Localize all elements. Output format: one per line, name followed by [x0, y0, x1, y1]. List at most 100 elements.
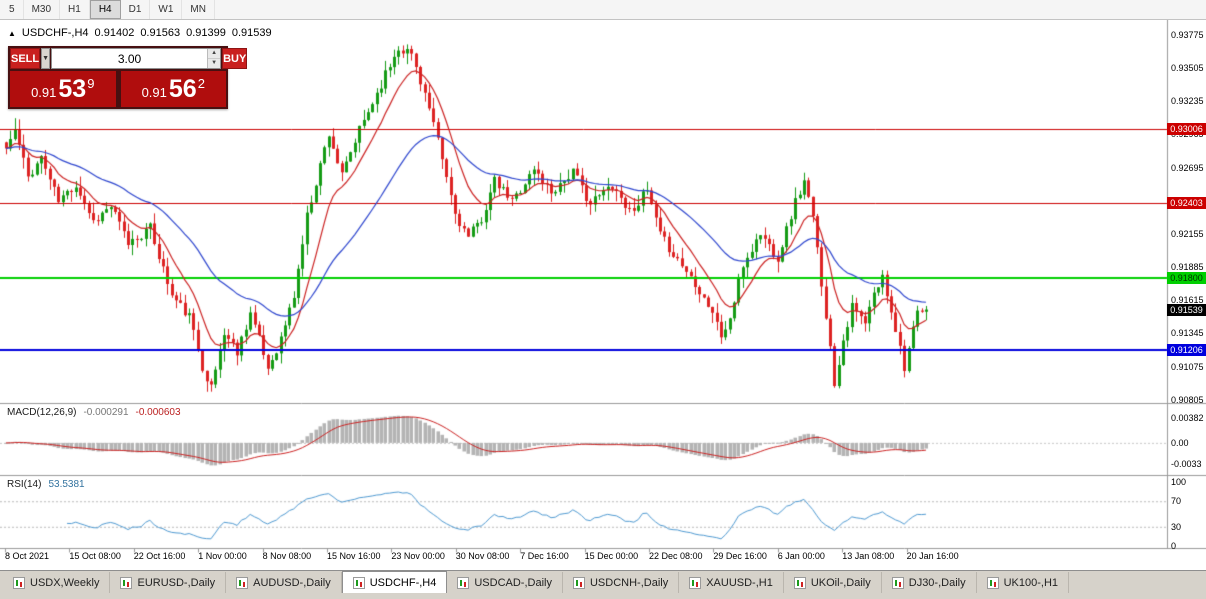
volume-field: ▲ ▼: [51, 48, 222, 69]
macd-axis-tick: 0.00382: [1171, 413, 1204, 424]
chart-icon: [572, 576, 585, 589]
price-line-label[interactable]: 0.92403: [1167, 197, 1206, 210]
time-axis-label: 22 Oct 16:00: [133, 551, 186, 561]
tab-usdchf-h4[interactable]: USDCHF-,H4: [341, 571, 448, 593]
chart-tab-bar: USDX,Weekly EURUSD-,Daily AUDUSD-,Daily USD…: [0, 570, 1206, 593]
price-line-label[interactable]: 0.91206: [1167, 344, 1206, 357]
time-axis-label: 15 Dec 00:00: [584, 551, 639, 561]
buy-button[interactable]: BUY: [222, 48, 248, 69]
rsi-value: 53.5381: [48, 479, 85, 490]
chevron-down-icon: ▼: [42, 55, 50, 62]
tab-xauusd-h1[interactable]: XAUUSD-,H1: [679, 572, 784, 593]
chart-icon: [891, 576, 904, 589]
header-low: 0.91399: [186, 27, 226, 39]
macd-signal-value: -0.000603: [135, 407, 181, 418]
chart-icon: [13, 576, 25, 589]
up-arrow-icon: ▲: [8, 28, 16, 38]
tab-usdx-weekly[interactable]: USDX,Weekly: [3, 572, 111, 593]
timeframe-button-5[interactable]: 5: [1, 0, 24, 19]
tab-label: USDX,Weekly: [30, 576, 100, 589]
time-axis-label: 22 Dec 08:00: [649, 551, 703, 561]
chart-icon: [457, 576, 470, 589]
timeframe-button-h1[interactable]: H1: [60, 0, 90, 19]
time-axis-label: 1 Nov 00:00: [198, 551, 247, 561]
time-axis-label: 15 Nov 16:00: [327, 551, 381, 561]
tab-label: UKOil-,Daily: [810, 576, 871, 589]
volume-up-button[interactable]: ▲: [208, 49, 221, 59]
header-close: 0.91539: [231, 27, 272, 39]
chart-icon: [689, 576, 702, 589]
buy-price-prefix: 0.91: [141, 85, 167, 100]
tab-label: EURUSD-,Daily: [137, 576, 216, 589]
tab-ukoil-daily[interactable]: UKOil-,Daily: [784, 572, 882, 593]
time-axis-label: 30 Nov 08:00: [455, 551, 510, 561]
volume-down-button[interactable]: ▼: [208, 59, 221, 68]
rsi-name: RSI(14): [7, 479, 42, 490]
price-axis-tick: 0.92155: [1171, 228, 1204, 239]
macd-main-value: -0.000291: [83, 407, 129, 418]
price-axis-tick: 0.93235: [1171, 96, 1204, 107]
sell-price-big: 53: [58, 75, 87, 103]
sell-price-display[interactable]: 0.91 53 9: [10, 71, 116, 107]
timeframe-button-mn[interactable]: MN: [182, 0, 215, 19]
volume-input[interactable]: [52, 49, 208, 68]
price-axis-tick: 0.91885: [1171, 262, 1204, 273]
macd-indicator-label: MACD(12,26,9) -0.000291 -0.000603: [7, 407, 181, 418]
time-axis-label: 8 Nov 08:00: [262, 551, 312, 561]
tab-audusd-daily[interactable]: AUDUSD-,Daily: [226, 572, 342, 593]
buy-price-big: 56: [168, 75, 197, 103]
time-axis-label: 20 Jan 16:00: [906, 551, 959, 561]
price-axis-tick: 0.93505: [1171, 63, 1204, 74]
symbol-ohlc-header: ▲ USDCHF-,H4 0.91402 0.91563 0.91399 0.9…: [8, 27, 272, 39]
tab-usdcad-daily[interactable]: USDCAD-,Daily: [447, 572, 563, 593]
rsi-indicator-label: RSI(14) 53.5381: [7, 479, 85, 490]
rsi-axis-tick: 70: [1171, 496, 1182, 507]
tab-label: USDCAD-,Daily: [474, 576, 552, 589]
rsi-axis-tick: 100: [1171, 477, 1187, 487]
volume-dropdown-button[interactable]: ▼: [41, 48, 51, 69]
chart-icon: [793, 576, 806, 589]
tab-usdcnh-daily[interactable]: USDCNH-,Daily: [563, 572, 680, 593]
macd-name: MACD(12,26,9): [7, 407, 77, 418]
tab-label: UK100-,H1: [1003, 576, 1059, 589]
time-axis-label: 15 Oct 08:00: [69, 551, 121, 561]
rsi-axis-tick: 0: [1171, 541, 1177, 551]
tab-dj30-daily[interactable]: DJ30-,Daily: [882, 572, 977, 593]
time-axis-label: 6 Jan 00:00: [777, 551, 825, 561]
sell-button[interactable]: SELL: [10, 48, 41, 69]
price-axis-tick: 0.91615: [1171, 295, 1204, 306]
price-axis-tick: 0.92695: [1171, 162, 1204, 173]
timeframe-button-w1[interactable]: W1: [150, 0, 183, 19]
time-axis-label: 29 Dec 16:00: [713, 551, 767, 561]
chart-icon: [236, 576, 249, 589]
buy-price-sup: 2: [197, 76, 205, 91]
sell-price-sup: 9: [87, 76, 95, 91]
current-price-label: 0.91539: [1167, 303, 1206, 316]
price-line-label[interactable]: 0.93006: [1167, 123, 1206, 136]
chart-icon: [352, 576, 365, 589]
tab-label: XAUUSD-,H1: [706, 576, 773, 589]
timeframe-button-d1[interactable]: D1: [121, 0, 151, 19]
tab-eurusd-daily[interactable]: EURUSD-,Daily: [110, 572, 227, 593]
price-line-label[interactable]: 0.91800: [1167, 271, 1206, 284]
timeframe-button-h4[interactable]: H4: [89, 0, 121, 19]
macd-axis-tick: 0.00: [1171, 437, 1189, 448]
timeframe-toolbar: 5 M30 H1 H4 D1 W1 MN: [0, 0, 1206, 20]
tab-label: USDCHF-,H4: [369, 576, 437, 589]
macd-axis-tick: -0.0033: [1171, 459, 1202, 470]
header-symbol: USDCHF-,H4: [21, 27, 89, 39]
header-open: 0.91402: [94, 27, 135, 39]
price-axis-tick: 0.91075: [1171, 361, 1204, 372]
timeframe-button-m30[interactable]: M30: [24, 0, 61, 19]
tab-uk100-h1[interactable]: UK100-,H1: [977, 572, 1070, 593]
buy-price-display[interactable]: 0.91 56 2: [120, 71, 226, 107]
header-high: 0.91563: [140, 27, 181, 39]
tab-label: USDCNH-,Daily: [589, 576, 669, 589]
chart-icon: [986, 576, 999, 589]
time-axis-label: 7 Dec 16:00: [520, 551, 569, 561]
price-axis-tick: 0.90805: [1171, 394, 1204, 405]
time-axis-label: 23 Nov 00:00: [391, 551, 445, 561]
chart-canvas[interactable]: [0, 20, 1206, 570]
chart-icon: [120, 576, 133, 589]
